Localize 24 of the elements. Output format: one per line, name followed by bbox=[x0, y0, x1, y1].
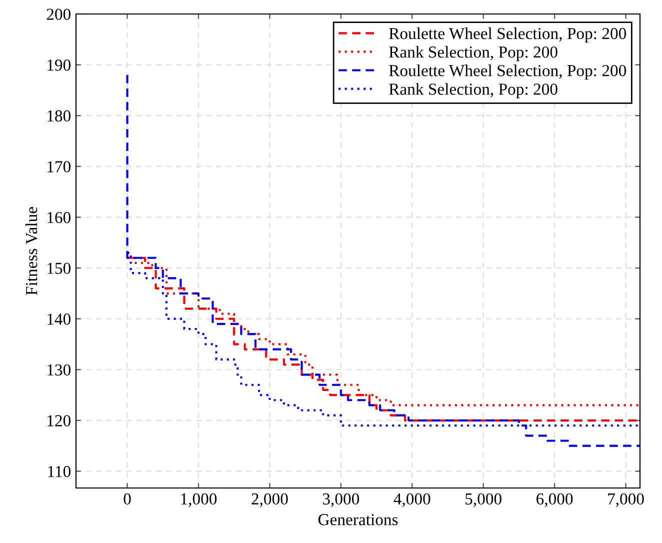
y-tick-label: 190 bbox=[48, 60, 71, 71]
legend-label: Rank Selection, Pop: 200 bbox=[389, 46, 558, 62]
y-tick-label: 150 bbox=[48, 262, 71, 274]
legend-label: Rank Selection, Pop: 200 bbox=[389, 83, 558, 98]
x-tick-label: 0 bbox=[124, 493, 131, 505]
y-tick-label: 140 bbox=[48, 314, 71, 325]
y-tick-label: 180 bbox=[48, 110, 71, 122]
x-tick-label: 6,000 bbox=[536, 493, 573, 507]
x-tick-label: 5,000 bbox=[466, 493, 502, 507]
y-tick-label: 160 bbox=[48, 212, 71, 224]
y-tick-label: 170 bbox=[48, 161, 71, 172]
y-tick-label: 120 bbox=[48, 415, 71, 426]
x-tick-label: 3,000 bbox=[322, 493, 360, 507]
y-tick-label: 200 bbox=[46, 8, 71, 20]
y-tick-label: 130 bbox=[48, 364, 71, 376]
x-tick-label: 7,000 bbox=[608, 493, 644, 507]
x-tick-label: 4,000 bbox=[394, 493, 430, 507]
x-axis-title: Generations bbox=[318, 514, 398, 526]
x-tick-label: 1,000 bbox=[181, 493, 217, 507]
y-axis-title: Fitness Value bbox=[25, 207, 38, 296]
legend-label: Roulette Wheel Selection, Pop: 200 bbox=[389, 64, 626, 80]
x-tick-label: 2,000 bbox=[252, 493, 288, 507]
y-tick-label: 110 bbox=[48, 466, 71, 478]
legend-label: Roulette Wheel Selection, Pop: 200 bbox=[389, 27, 626, 43]
